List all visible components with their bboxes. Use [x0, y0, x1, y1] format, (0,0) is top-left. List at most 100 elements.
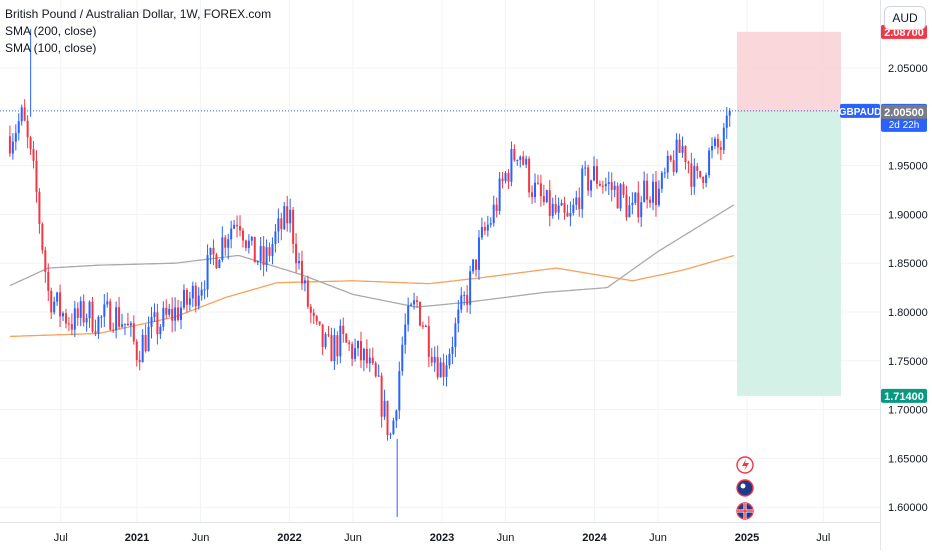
entry-price-tag-bg: [881, 104, 927, 119]
candle-body-77: [236, 224, 239, 227]
candle-body-106: [321, 324, 324, 347]
candle-body-117: [354, 348, 357, 359]
candle-body-176: [528, 158, 531, 193]
candle-body-2: [14, 133, 17, 142]
time-axis-separator: [0, 522, 880, 523]
candle-body-159: [477, 237, 480, 270]
candle-body-141: [424, 325, 427, 327]
candle-body-153: [460, 295, 463, 310]
candle-body-84: [256, 261, 259, 263]
candle-body-54: [168, 308, 171, 315]
x-tick-label-1: 2021: [125, 532, 149, 544]
candle-body-35: [112, 329, 115, 331]
candle-body-194: [581, 168, 584, 210]
candle-body-211: [631, 202, 634, 206]
candle-body-144: [433, 357, 436, 363]
australia-flag-icon[interactable]: [736, 479, 754, 497]
candle-body-53: [165, 307, 168, 315]
sma-200-legend[interactable]: SMA (200, close): [5, 24, 97, 38]
candle-body-58: [180, 307, 183, 321]
candle-body-45: [141, 335, 144, 363]
candle-body-23: [76, 308, 79, 318]
candle-body-220: [657, 188, 660, 206]
candle-body-170: [510, 149, 513, 182]
candle-body-115: [348, 342, 351, 345]
candle-body-114: [345, 334, 348, 343]
take-profit-zone[interactable]: [737, 111, 841, 396]
candle-body-42: [132, 323, 135, 342]
x-tick-label-8: Jun: [649, 532, 667, 544]
candle-body-238: [711, 146, 714, 151]
candle-body-139: [418, 302, 421, 326]
candle-body-59: [182, 289, 185, 308]
candle-body-20: [67, 323, 70, 325]
candle-body-171: [513, 149, 516, 161]
candle-body-157: [472, 259, 475, 272]
candle-body-72: [221, 237, 224, 260]
candle-body-195: [584, 167, 587, 169]
candle-body-161: [483, 227, 486, 231]
candle-body-60: [185, 289, 188, 305]
candle-body-145: [436, 357, 439, 378]
candle-body-56: [174, 307, 177, 321]
candle-body-41: [129, 323, 132, 326]
candle-body-50: [156, 312, 159, 335]
candle-body-163: [489, 223, 492, 225]
candle-body-111: [336, 335, 339, 357]
candle-body-93: [283, 206, 286, 230]
candle-body-133: [401, 344, 404, 372]
candle-body-189: [566, 212, 569, 217]
candle-body-62: [191, 285, 194, 299]
candle-body-113: [342, 325, 345, 335]
sma-100-line: [9, 204, 735, 308]
currency-button[interactable]: AUD: [884, 6, 926, 30]
sma-100-legend[interactable]: SMA (100, close): [5, 41, 97, 55]
candle-body-127: [383, 400, 386, 417]
candle-body-185: [554, 203, 557, 213]
candle-body-175: [525, 158, 528, 165]
y-tick-label-6: 1.70000: [888, 405, 928, 417]
candle-body-81: [247, 240, 250, 248]
candle-body-236: [705, 175, 708, 184]
candle-body-218: [652, 181, 655, 203]
candle-body-47: [147, 326, 150, 352]
candle-body-140: [421, 325, 424, 327]
candle-body-237: [708, 150, 711, 176]
candle-body-227: [678, 139, 681, 153]
candle-body-210: [628, 205, 631, 218]
candle-body-39: [123, 323, 126, 325]
candle-body-223: [666, 155, 669, 173]
candle-body-112: [339, 325, 342, 357]
candle-body-90: [274, 231, 277, 245]
candle-body-110: [333, 335, 336, 362]
candle-body-241: [719, 147, 722, 150]
stop-loss-zone[interactable]: [737, 31, 841, 112]
candle-body-78: [239, 226, 242, 231]
candle-body-179: [536, 182, 539, 184]
x-tick-label-0: Jul: [54, 532, 68, 544]
candle-body-103: [312, 312, 315, 317]
candle-body-168: [504, 173, 507, 182]
candle-body-91: [277, 218, 280, 232]
candle-body-5: [23, 107, 26, 121]
candle-body-151: [454, 323, 457, 347]
candle-body-240: [716, 138, 719, 148]
candle-body-52: [162, 307, 165, 327]
candle-body-94: [286, 206, 289, 224]
y-tick-label-4: 1.80000: [888, 307, 928, 319]
x-tick-label-4: Jun: [344, 532, 362, 544]
candle-body-66: [203, 289, 206, 291]
candle-body-116: [351, 344, 354, 359]
candle-body-193: [578, 197, 581, 210]
candle-body-22: [73, 308, 76, 330]
candle-body-48: [150, 317, 153, 327]
candle-body-177: [531, 192, 534, 198]
australia-flag-star: [740, 483, 746, 489]
candle-body-131: [395, 410, 398, 421]
candle-body-229: [684, 146, 687, 163]
candle-body-126: [380, 375, 383, 417]
candle-body-186: [557, 205, 560, 213]
candle-body-73: [224, 237, 227, 248]
